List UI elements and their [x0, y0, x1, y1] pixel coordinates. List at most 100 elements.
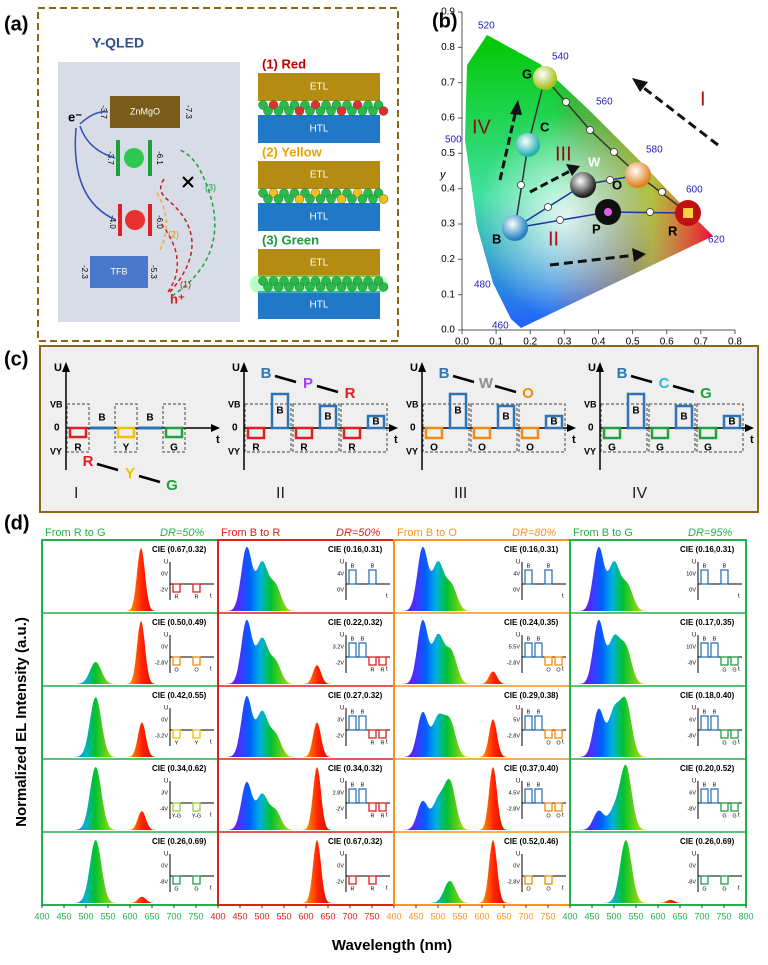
- hole-path: [154, 189, 168, 251]
- pulse: [246, 426, 266, 440]
- x-tick-label: 750: [540, 911, 555, 921]
- x-tick-label: 500: [430, 911, 445, 921]
- electron-path: [79, 125, 116, 159]
- inset-label: t: [386, 740, 388, 746]
- inset-label: U: [164, 706, 168, 712]
- inset-label: t: [386, 813, 388, 819]
- inset-label: U: [340, 706, 344, 712]
- x-tick-label: 750: [716, 911, 731, 921]
- inset-pulse: [368, 569, 377, 585]
- wavelength-label: 460: [492, 321, 509, 332]
- cie-point-glow: [570, 172, 596, 198]
- inset-label: U: [516, 560, 520, 566]
- layer-label: HTL: [310, 300, 329, 311]
- inset-tick: 0V: [513, 863, 520, 869]
- inset-tick: -8V: [687, 733, 696, 739]
- x-tick-label: 500: [78, 911, 93, 921]
- inset-label: t: [738, 813, 740, 819]
- inset-letter: G: [722, 813, 726, 819]
- inset-tick: 3.2V: [333, 644, 345, 650]
- el-spectrum: [394, 619, 570, 684]
- path-label: (2): [168, 229, 179, 239]
- layer-label: ZnMgO: [130, 106, 160, 116]
- period-box: [518, 403, 566, 453]
- inset-pulse: [358, 715, 367, 731]
- etl-layer: [258, 249, 380, 277]
- inset-label: U: [692, 852, 696, 858]
- pulse-label: R: [348, 443, 356, 454]
- inset-tick: -2V: [335, 733, 344, 739]
- inset-letter: B: [537, 782, 541, 788]
- y-tick-label: 0.1: [441, 289, 455, 300]
- axis-label: U: [54, 362, 62, 374]
- inset-letter: B: [703, 782, 707, 788]
- device-heading: (2) Yellow: [262, 144, 323, 159]
- inset-pulse: [172, 875, 181, 885]
- pulse: [698, 426, 718, 440]
- cie-point-glow: [502, 215, 528, 241]
- inset-letter: Y: [175, 740, 179, 746]
- inset-tick: 10V: [686, 644, 696, 650]
- pulse: [270, 392, 290, 430]
- period-box: [244, 403, 292, 453]
- energy-level: -6.0: [155, 215, 164, 229]
- pulse-label: Y: [123, 443, 130, 454]
- inset-tick: 4.5V: [509, 790, 521, 796]
- route-label: I: [700, 88, 706, 110]
- wavelength-label: 620: [708, 235, 725, 246]
- arrow-head: [745, 424, 754, 432]
- htl-layer: [258, 203, 380, 231]
- x-tick-label: 0.0: [455, 337, 469, 348]
- sequence-label: R: [345, 385, 356, 402]
- sequence-label: Y: [125, 465, 135, 482]
- y-tick-label: 0.4: [441, 183, 455, 194]
- cie-label: CIE (0.17,0.35): [680, 618, 735, 627]
- x-tick-label: 600: [122, 911, 137, 921]
- cie-label: CIE (0.27,0.32): [328, 691, 383, 700]
- y-tick-label: 0.5: [441, 148, 455, 159]
- inset-tick: 10V: [686, 571, 696, 577]
- tfb-layer: [90, 256, 148, 288]
- inset-letter: G: [732, 813, 736, 819]
- pulse-label: G: [656, 443, 664, 454]
- el-spectrum: [570, 696, 746, 757]
- inset-pulse: [544, 875, 553, 885]
- column-header: From B to G: [573, 527, 633, 539]
- x-tick-label: 0.1: [489, 337, 503, 348]
- route-arrow: [549, 253, 637, 267]
- pulse-label: B: [276, 406, 283, 417]
- inset-pulse: [700, 642, 709, 658]
- axis-label: t: [750, 434, 754, 446]
- period-box: [292, 403, 340, 453]
- wavelength-label: 480: [474, 280, 491, 291]
- sequence-label: C: [659, 375, 670, 392]
- cie-label: CIE (0.29,0.38): [504, 691, 559, 700]
- inset-letter: G: [722, 667, 726, 673]
- x-tick-label: 400: [210, 911, 225, 921]
- inset-pulse: [172, 729, 181, 739]
- inset-tick: 2.8V: [333, 790, 345, 796]
- inset-pulse: [554, 656, 563, 666]
- pulse-label: B: [550, 417, 557, 428]
- pulse-label: B: [146, 413, 153, 424]
- pulse: [294, 426, 314, 440]
- inset-letter: B: [361, 782, 365, 788]
- htl-layer: [258, 115, 380, 143]
- x-tick-label: 450: [584, 911, 599, 921]
- inset-letter: R: [175, 594, 179, 600]
- pulse: [472, 426, 492, 440]
- pulse-label: O: [478, 443, 486, 454]
- period-box: [162, 403, 186, 453]
- inset-pulse: [720, 569, 729, 585]
- column-header: From B to O: [397, 527, 457, 539]
- inset-letter: O: [546, 813, 551, 819]
- cie-point-core: [683, 208, 693, 218]
- inset-label: t: [210, 813, 212, 819]
- htl-layer: [258, 291, 380, 319]
- electron-path: [79, 111, 109, 125]
- cie-label: CIE (0.26,0.69): [680, 837, 735, 846]
- hole-path: [171, 149, 216, 297]
- cie-label: CIE (0.20,0.52): [680, 764, 735, 773]
- inset-pulse: [358, 642, 367, 658]
- inset-letter: R: [381, 667, 385, 673]
